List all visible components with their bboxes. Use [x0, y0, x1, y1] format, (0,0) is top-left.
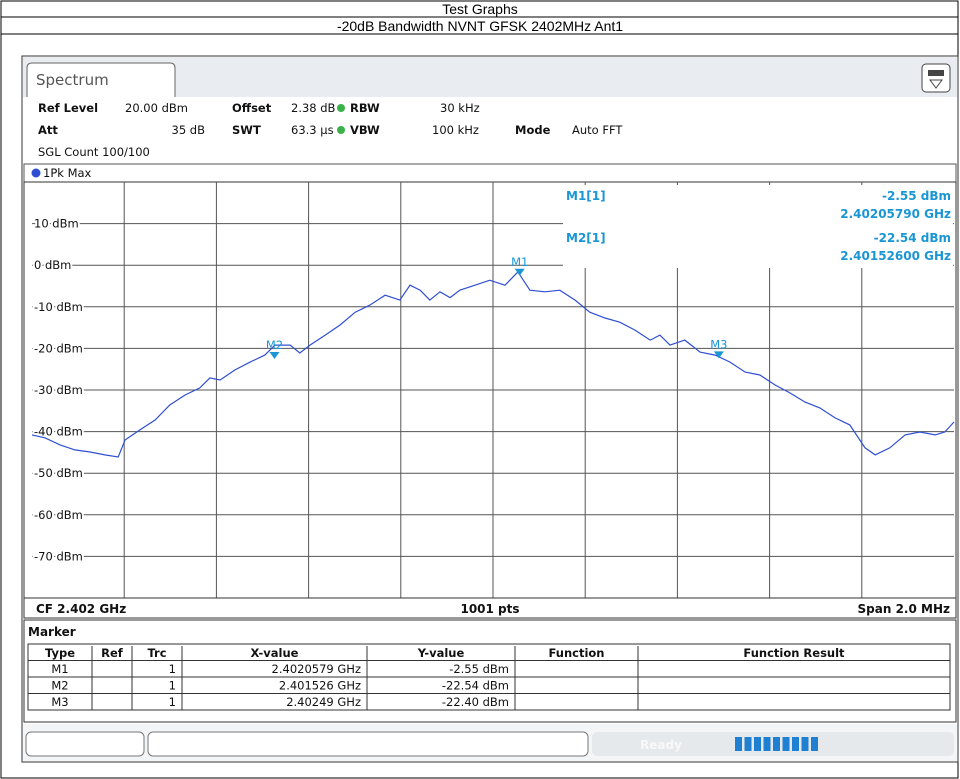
marker-readout-frequency: 2.40205790 GHz: [840, 207, 951, 221]
plot-footer: [23, 597, 957, 619]
marker-readout-level: -22.54 dBm: [874, 231, 951, 245]
marker-info-panel: [563, 185, 953, 268]
setting-value: 20.00 dBm: [125, 101, 188, 115]
progress-segment: [773, 737, 780, 751]
table-cell: M2: [51, 679, 68, 693]
trace-bar: [23, 163, 957, 183]
y-tick-label: -30 dBm: [34, 383, 83, 397]
y-tick-label: -40 dBm: [34, 425, 83, 439]
table-cell: M3: [51, 695, 68, 709]
y-tick-label: -50 dBm: [34, 466, 83, 480]
y-tick-label: -70 dBm: [34, 549, 83, 563]
table-row: [27, 693, 951, 711]
column-header: X-value: [251, 646, 299, 660]
menu-icon-glyph: [928, 70, 944, 76]
progress-segment: [811, 737, 818, 751]
setting-label: SWT: [232, 123, 261, 137]
marker-readout-level: -2.55 dBm: [882, 189, 951, 203]
progress-segment: [763, 737, 771, 751]
column-header: Type: [45, 646, 75, 660]
column-header: Ref: [101, 646, 124, 660]
setting-value: 35 dB: [172, 123, 206, 137]
sweep-count: SGL Count 100/100: [38, 145, 150, 159]
report-subtitle: -20dB Bandwidth NVNT GFSK 2402MHz Ant1: [337, 18, 623, 34]
column-header: Function: [548, 646, 604, 660]
table-cell: -22.40 dBm: [442, 695, 509, 709]
table-cell: 2.401526 GHz: [279, 679, 361, 693]
progress-segment: [801, 737, 809, 751]
progress-segment: [735, 737, 742, 751]
marker-readout-name: M1[1]: [566, 189, 606, 203]
setting-value: 100 kHz: [432, 123, 479, 137]
spectrum-tab[interactable]: [26, 62, 176, 97]
marker-label: M2: [266, 338, 283, 352]
table-cell: -22.54 dBm: [442, 679, 509, 693]
sweep-points: 1001 pts: [460, 602, 519, 616]
setting-label: Att: [38, 123, 58, 137]
marker-readout-frequency: 2.40152600 GHz: [840, 249, 951, 263]
y-tick-label: -10 dBm: [34, 300, 83, 314]
menu-icon-glyph: [929, 79, 943, 89]
table-cell: 1: [169, 679, 176, 693]
setting-value: 2.38 dB: [291, 101, 336, 115]
setting-label: Mode: [515, 123, 551, 137]
span: Span 2.0 MHz: [858, 602, 950, 616]
y-tick-label: -20 dBm: [34, 341, 83, 355]
progress-segment: [754, 737, 761, 751]
marker-readout-name: M2[1]: [566, 231, 606, 245]
status-dot: [337, 104, 345, 112]
table-cell: 1: [169, 695, 176, 709]
marker-triangle: [514, 268, 525, 276]
setting-label: RBW: [350, 101, 380, 115]
marker-label: M3: [710, 337, 727, 351]
status-dot: [337, 126, 345, 134]
setting-value: 63.3 µs: [291, 123, 334, 137]
setting-label: VBW: [350, 123, 380, 137]
tab-label[interactable]: Spectrum: [36, 71, 109, 89]
status-field: [147, 731, 589, 757]
y-tick-label: -60 dBm: [34, 508, 83, 522]
setting-label: Ref Level: [38, 101, 98, 115]
center-frequency: CF 2.402 GHz: [36, 602, 126, 616]
marker-label: M1: [511, 255, 528, 269]
table-cell: -2.55 dBm: [449, 662, 509, 676]
column-header: Function Result: [743, 646, 845, 660]
report-title: Test Graphs: [442, 1, 517, 17]
tab-strip: [23, 57, 957, 97]
legend-swatch: [31, 168, 41, 178]
progress-segment: [782, 737, 790, 751]
setting-value: Auto FFT: [572, 123, 623, 137]
progress-segment: [744, 737, 752, 751]
table-cell: M1: [51, 662, 68, 676]
table-cell: 2.4020579 GHz: [272, 662, 361, 676]
table-cell: 1: [169, 662, 176, 676]
legend-label: 1Pk Max: [43, 166, 92, 180]
y-tick-label: 10 dBm: [34, 217, 79, 231]
status-text: Ready: [640, 738, 682, 752]
table-cell: 2.40249 GHz: [286, 695, 361, 709]
setting-value: 30 kHz: [440, 101, 480, 115]
marker-table: [23, 619, 957, 723]
marker-triangle: [713, 351, 724, 359]
progress-segment: [792, 737, 799, 751]
trace-line: [31, 270, 955, 458]
status-field: [25, 731, 145, 757]
marker-table-title: Marker: [28, 625, 76, 639]
marker-triangle: [269, 351, 280, 359]
column-header: Y-value: [417, 646, 465, 660]
y-tick-label: 0 dBm: [34, 258, 71, 272]
setting-label: Offset: [232, 101, 272, 115]
column-header: Trc: [147, 646, 166, 660]
